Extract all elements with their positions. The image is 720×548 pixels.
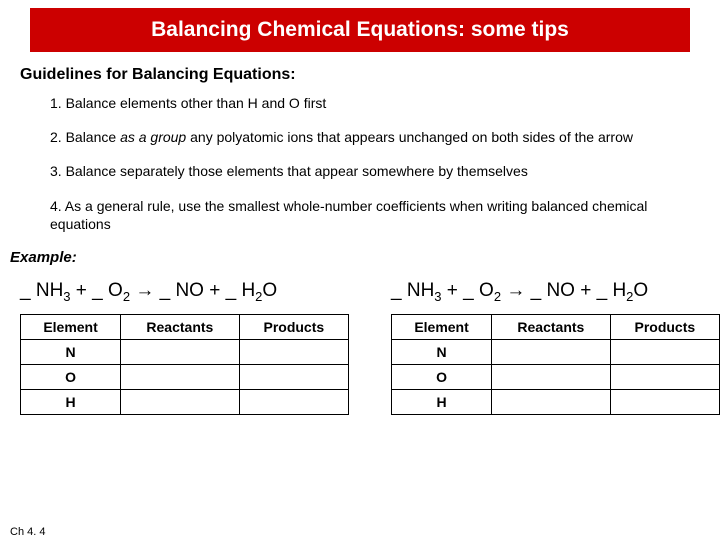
cell-reactants xyxy=(492,339,611,364)
eq-sub: 2 xyxy=(123,289,130,304)
col-products: Products xyxy=(610,314,719,339)
col-element: Element xyxy=(21,314,121,339)
table-header-row: Element Reactants Products xyxy=(21,314,349,339)
cell-products xyxy=(239,339,348,364)
balance-table-right: Element Reactants Products N O H xyxy=(391,314,720,415)
eq-sub: 2 xyxy=(494,289,501,304)
guideline-2-pre: 2. Balance xyxy=(50,129,120,145)
guidelines-heading: Guidelines for Balancing Equations: xyxy=(20,66,720,84)
eq-sub: 3 xyxy=(63,289,70,304)
eq-part: → _ NO + _ H xyxy=(501,280,626,301)
cell-products xyxy=(610,364,719,389)
cell-reactants xyxy=(121,389,240,414)
eq-part: + _ O xyxy=(71,280,123,301)
cell-element: H xyxy=(21,389,121,414)
equations-row: _ NH3 + _ O2 → _ NO + _ H2O Element Reac… xyxy=(20,280,720,415)
cell-reactants xyxy=(492,389,611,414)
table-row: H xyxy=(392,389,720,414)
eq-part: → _ NO + _ H xyxy=(130,280,255,301)
col-products: Products xyxy=(239,314,348,339)
page-title: Balancing Chemical Equations: some tips xyxy=(151,18,569,41)
table-row: O xyxy=(392,364,720,389)
eq-part: _ NH xyxy=(391,280,434,301)
guidelines-list: 1. Balance elements other than H and O f… xyxy=(50,94,720,233)
table-row: N xyxy=(392,339,720,364)
col-reactants: Reactants xyxy=(121,314,240,339)
cell-element: O xyxy=(392,364,492,389)
balance-table-left: Element Reactants Products N O H xyxy=(20,314,349,415)
cell-products xyxy=(239,364,348,389)
col-element: Element xyxy=(392,314,492,339)
table-row: N xyxy=(21,339,349,364)
chemical-equation-right: _ NH3 + _ O2 → _ NO + _ H2O xyxy=(391,280,720,304)
table-header-row: Element Reactants Products xyxy=(392,314,720,339)
cell-element: N xyxy=(392,339,492,364)
cell-reactants xyxy=(492,364,611,389)
guideline-2-emphasis: as a group xyxy=(120,129,186,145)
cell-reactants xyxy=(121,339,240,364)
chemical-equation-left: _ NH3 + _ O2 → _ NO + _ H2O xyxy=(20,280,349,304)
table-row: H xyxy=(21,389,349,414)
guideline-4: 4. As a general rule, use the smallest w… xyxy=(50,197,680,233)
cell-products xyxy=(610,389,719,414)
guideline-2: 2. Balance as a group any polyatomic ion… xyxy=(50,128,680,146)
title-bar: Balancing Chemical Equations: some tips xyxy=(30,8,690,52)
eq-part: O xyxy=(633,280,648,301)
eq-part: _ NH xyxy=(20,280,63,301)
cell-element: H xyxy=(392,389,492,414)
cell-products xyxy=(610,339,719,364)
guideline-3: 3. Balance separately those elements tha… xyxy=(50,162,680,180)
eq-sub: 3 xyxy=(434,289,441,304)
cell-reactants xyxy=(121,364,240,389)
example-label: Example: xyxy=(10,249,720,266)
guideline-1: 1. Balance elements other than H and O f… xyxy=(50,94,680,112)
equation-block-left: _ NH3 + _ O2 → _ NO + _ H2O Element Reac… xyxy=(20,280,349,415)
equation-block-right: _ NH3 + _ O2 → _ NO + _ H2O Element Reac… xyxy=(391,280,720,415)
table-row: O xyxy=(21,364,349,389)
col-reactants: Reactants xyxy=(492,314,611,339)
eq-part: O xyxy=(262,280,277,301)
eq-part: + _ O xyxy=(442,280,494,301)
cell-element: O xyxy=(21,364,121,389)
cell-element: N xyxy=(21,339,121,364)
guideline-2-post: any polyatomic ions that appears unchang… xyxy=(186,129,633,145)
chapter-footer: Ch 4. 4 xyxy=(10,526,45,538)
cell-products xyxy=(239,389,348,414)
